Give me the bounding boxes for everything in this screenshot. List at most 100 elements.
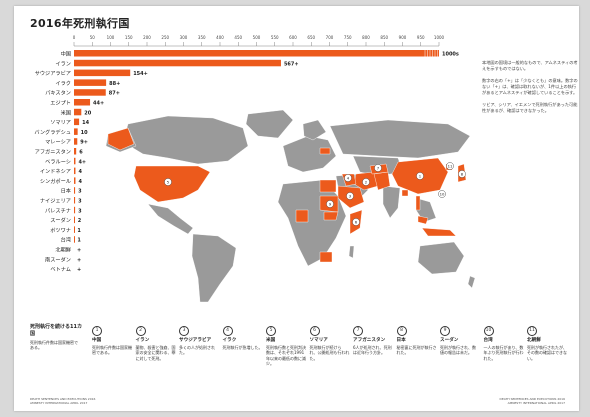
category-label-17: スーダン <box>50 216 71 224</box>
legend-text: 多くの人が処刑された。 <box>179 344 215 356</box>
legend-number: 11 <box>527 326 537 336</box>
bar-1 <box>74 59 281 67</box>
map-marker-4 <box>344 174 352 182</box>
x-tick-label-15: 750 <box>344 35 352 40</box>
value-label-9: 9+ <box>80 140 88 146</box>
footer-right-line1: DEATH SENTENCES AND EXECUTIONS 2016 <box>499 397 565 401</box>
x-tick-label-20: 1000 <box>434 35 445 40</box>
legend-country: スーダン <box>440 338 459 343</box>
map-nigeria <box>295 209 309 223</box>
map-note-1: 本地図の国境は一般的なもので、アムネスティの考えを示すものではない。 <box>482 60 578 71</box>
legend-text: 死刑が執行され、数値の報告は未だ。 <box>440 344 477 356</box>
x-tick-label-1: 50 <box>90 35 96 40</box>
map-marker-label-1: 1 <box>419 173 422 178</box>
category-label-11: ベラルーシ <box>45 158 71 165</box>
value-label-5: 44+ <box>93 101 104 107</box>
map-india <box>382 185 401 219</box>
map-marker-label-6: 6 <box>355 219 358 224</box>
category-label-14: 日本 <box>61 187 71 195</box>
map-madagascar <box>348 245 355 259</box>
x-tick-label-18: 900 <box>399 35 407 40</box>
category-label-1: イラン <box>55 60 71 67</box>
map-botswana <box>319 251 333 263</box>
x-tick-label-11: 550 <box>271 35 279 40</box>
category-label-4: パキスタン <box>45 89 71 97</box>
category-label-9: マレーシア <box>45 139 71 146</box>
map-marker-11 <box>446 162 454 170</box>
bar-11 <box>74 157 76 165</box>
value-label-7: 14 <box>82 120 89 126</box>
category-label-20: 北朝鮮 <box>55 246 71 254</box>
bar-0 <box>74 50 439 57</box>
map-russia <box>329 119 471 159</box>
x-tick-label-17: 850 <box>380 35 388 40</box>
x-tick-label-13: 650 <box>307 35 315 40</box>
x-tick-label-3: 150 <box>125 35 133 40</box>
map-marker-8 <box>458 170 466 178</box>
category-label-13: シンガポール <box>40 177 71 185</box>
footer-right: DEATH SENTENCES AND EXECUTIONS 2016 AMNE… <box>500 397 565 405</box>
map-egypt <box>319 179 337 193</box>
map-marker-label-2: 2 <box>365 179 368 184</box>
legend-item-9: 9 スーダン 死刑が執行され、数値の報告は未だ。 <box>440 326 480 356</box>
category-label-3: イラク <box>55 80 71 87</box>
legend-country: サウジアラビア <box>179 338 212 343</box>
legend-text: 死刑が執行されたが、その数の確認はできない。 <box>527 344 567 361</box>
x-tick-label-10: 500 <box>253 35 261 40</box>
legend-country: イラン <box>135 338 150 343</box>
map-marker-3 <box>346 192 354 200</box>
bar-12 <box>74 167 76 175</box>
bar-3 <box>74 79 107 86</box>
legend-number: 9 <box>440 326 450 336</box>
map-marker-label-9: 9 <box>329 201 332 206</box>
legend-country: 中国 <box>92 338 102 343</box>
legend-text: 一人の執行があり、数年ぶり死刑執行が行われた。 <box>483 344 524 361</box>
legend-country: ソマリア <box>309 338 328 343</box>
legend-text: 死刑執行数と死刑判決数は、それぞれ1991年以来の最低の数に減少。 <box>266 344 306 367</box>
legend-number: 3 <box>179 326 189 336</box>
category-label-7: ソマリア <box>50 119 71 126</box>
x-tick-label-16: 800 <box>362 35 370 40</box>
bar-14 <box>74 187 76 194</box>
footer-right-line2: AMNESTY INTERNATIONAL APRIL 2017 <box>507 401 565 405</box>
map-marker-label-4: 4 <box>347 175 350 180</box>
value-label-21: + <box>77 257 81 263</box>
value-label-14: 3 <box>78 189 82 195</box>
value-label-3: 88+ <box>109 81 120 87</box>
legend-lead-subtitle: 死刑執行件数は国家機密である。 <box>30 340 78 350</box>
category-label-15: ナイジェリア <box>40 198 71 205</box>
map-bangladesh <box>401 189 409 197</box>
legend-item-5: 5 米国 死刑執行数と死刑判決数は、それぞれ1991年以来の最低の数に減少。 <box>266 326 306 367</box>
map-vietnam <box>415 195 421 211</box>
category-label-2: サウジアラビア <box>35 69 71 77</box>
category-label-5: エジプト <box>50 100 71 107</box>
value-label-15: 3 <box>78 199 82 205</box>
value-label-16: 3 <box>78 208 82 214</box>
value-label-22: + <box>77 267 81 273</box>
map-canada <box>122 115 249 165</box>
value-label-6: 20 <box>84 110 91 116</box>
legend-item-3: 3 サウジアラビア 多くの人が処刑された。 <box>179 326 219 356</box>
bar-19 <box>74 236 75 243</box>
value-label-8: 10 <box>81 130 88 136</box>
map-markers: 1 2 3 4 5 6 7 8 9 10 11 <box>164 162 466 226</box>
value-label-0: 1000s <box>442 52 459 58</box>
category-label-16: パレスチナ <box>45 207 71 214</box>
legend-number: 8 <box>396 326 407 336</box>
value-label-4: 87+ <box>109 91 120 97</box>
category-label-6: 米国 <box>61 108 71 116</box>
map-nz <box>467 275 476 289</box>
legend-item-1: 1 中国 死刑執行件数は国家機密である。 <box>92 326 132 356</box>
map-alaska-us <box>107 127 135 151</box>
bar-8 <box>74 128 78 135</box>
bar-15 <box>74 197 76 204</box>
x-tick-label-0: 0 <box>73 35 76 40</box>
map-marker-label-7: 7 <box>377 165 380 170</box>
map-scandinavia <box>302 119 327 141</box>
legend-number: 2 <box>135 326 146 336</box>
category-label-10: アフガニスタン <box>35 148 71 156</box>
x-tick-label-8: 400 <box>216 35 224 40</box>
legend-country: イラク <box>222 338 237 343</box>
infographic-page: 2016年死刑執行国 0 50 100 150 200 250 300 350 400 450 50… <box>14 6 579 411</box>
legend-number: 1 <box>92 326 102 336</box>
